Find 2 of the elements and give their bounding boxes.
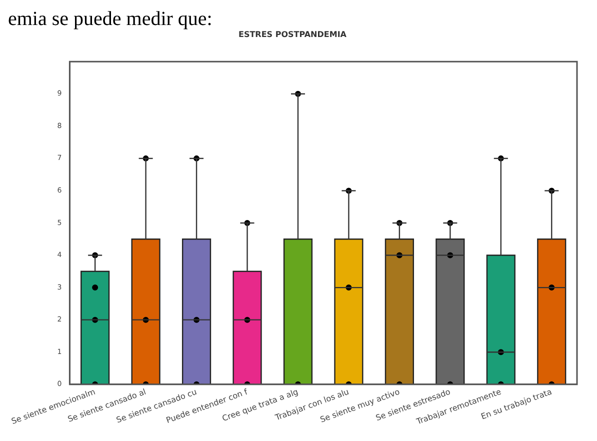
chart-title: ESTRES POSTPANDEMIA: [238, 30, 348, 39]
text: emia se puede medir que:: [8, 8, 214, 30]
